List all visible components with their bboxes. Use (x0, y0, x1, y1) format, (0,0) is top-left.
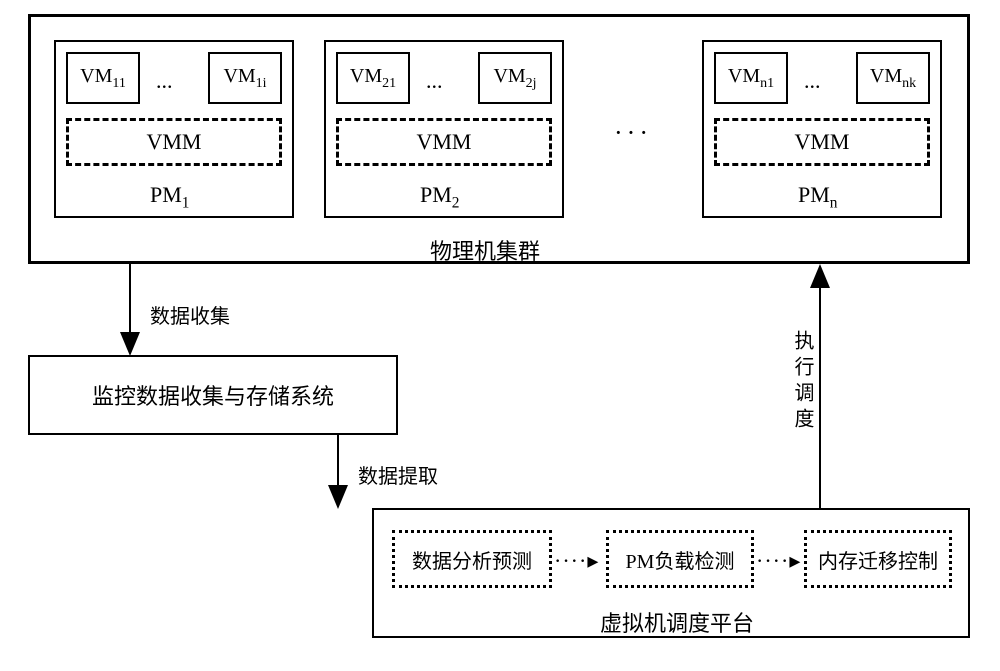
pm1-vm2-box: VM1i (208, 52, 282, 104)
pm2-vmm-label: VMM (416, 129, 471, 155)
inner-ellipsis-1: ····▸ (554, 548, 599, 574)
pm2-vm1-box: VM21 (336, 52, 410, 104)
pm-ellipsis: ··· (614, 118, 652, 148)
pmn-vm1-box: VMn1 (714, 52, 788, 104)
pm1-vmm-box: VMM (66, 118, 282, 166)
pm1-label: PM1 (150, 182, 190, 212)
pm1-vm2-label: VM1i (223, 65, 266, 92)
analysis-box: 数据分析预测 (392, 530, 552, 588)
diagram-canvas: 物理机集群 VM11 ... VM1i VMM PM1 VM21 ... VM2… (0, 0, 1000, 671)
pm2-vm1-label: VM21 (350, 65, 396, 92)
migrate-label: 内存迁移控制 (818, 545, 938, 574)
pmn-vm-ellipsis: ... (804, 68, 821, 94)
pm2-label: PM2 (420, 182, 460, 212)
analysis-label: 数据分析预测 (412, 545, 532, 574)
pm2-vmm-box: VMM (336, 118, 552, 166)
scheduler-caption: 虚拟机调度平台 (600, 606, 754, 638)
pmn-label: PMn (798, 182, 838, 212)
monitor-box: 监控数据收集与存储系统 (28, 355, 398, 435)
extract-arrow-label: 数据提取 (358, 460, 438, 489)
load-box: PM负载检测 (606, 530, 754, 588)
collect-arrow-label: 数据收集 (150, 300, 230, 329)
pm1-vmm-label: VMM (146, 129, 201, 155)
load-label: PM负载检测 (626, 545, 735, 574)
pmn-vmm-label: VMM (794, 129, 849, 155)
inner-ellipsis-2: ····▸ (756, 548, 801, 574)
execute-arrow-label: 执行调度 (788, 330, 817, 434)
pmn-vmm-box: VMM (714, 118, 930, 166)
pmn-vm2-box: VMnk (856, 52, 930, 104)
pm2-vm-ellipsis: ... (426, 68, 443, 94)
pm2-vm2-label: VM2j (493, 65, 536, 92)
pmn-vm2-label: VMnk (870, 65, 916, 92)
pmn-vm1-label: VMn1 (728, 65, 774, 92)
pm2-vm2-box: VM2j (478, 52, 552, 104)
migrate-box: 内存迁移控制 (804, 530, 952, 588)
pm1-vm1-box: VM11 (66, 52, 140, 104)
pm1-vm1-label: VM11 (80, 65, 126, 92)
cluster-caption: 物理机集群 (430, 234, 540, 266)
pm1-vm-ellipsis: ... (156, 68, 173, 94)
monitor-label: 监控数据收集与存储系统 (92, 379, 334, 411)
